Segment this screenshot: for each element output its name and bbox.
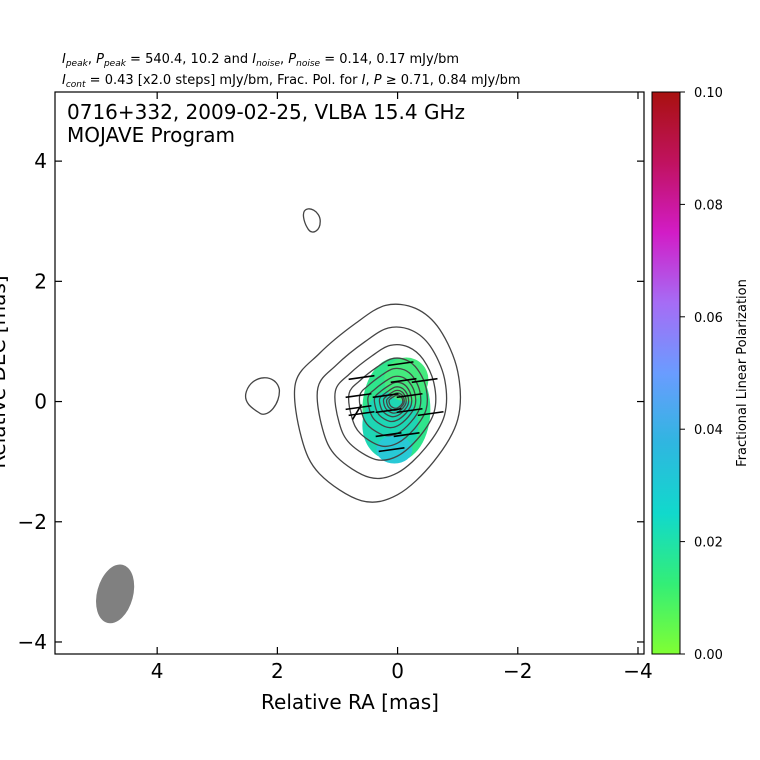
contour-level-6 [367, 375, 417, 429]
colorbar-ticks: 0.00 0.02 0.04 0.06 0.08 0.10 [680, 86, 723, 663]
evpa-vector [387, 361, 414, 367]
evpa-vector [390, 377, 417, 384]
contour-level-7 [373, 381, 413, 423]
x-tick-label: 2 [271, 659, 284, 683]
ge-text: ≥ 0.71, 0.84 mJy/bm [382, 73, 521, 88]
contour-level-8 [378, 386, 410, 418]
plot-area [96, 208, 461, 624]
evpa-vectors [345, 361, 444, 453]
colorbar-tick-label: 0.00 [694, 648, 723, 663]
contour-level-5 [358, 367, 422, 437]
source-annotation: 0716+332, 2009-02-25, VLBA 15.4 GHz [67, 100, 465, 124]
evpa-vector [396, 407, 423, 414]
i-noise-symbol: I [252, 52, 256, 67]
program-annotation: MOJAVE Program [67, 123, 235, 147]
evpa-vector [348, 374, 375, 381]
i-noise-subscript: noise [256, 59, 280, 69]
colorbar-tick-label: 0.06 [694, 311, 723, 326]
contour-level-9 [382, 389, 407, 414]
cont-text: = 0.43 [x2.0 steps] mJy/bm, Frac. Pol. f… [86, 73, 362, 88]
plot-frame [54, 91, 645, 655]
isolated-contours [244, 208, 321, 415]
colorbar-tick-label: 0.02 [694, 536, 723, 551]
i-cont-subscript: cont [66, 80, 86, 90]
evpa-vector [417, 410, 444, 417]
evpa-vector [345, 392, 372, 399]
noise-values: = 0.14, 0.17 mJy/bm [320, 52, 459, 67]
y-axis-ticks: −4 −2 0 2 4 [18, 149, 644, 654]
p-symbol: P [374, 73, 382, 88]
colorbar [651, 91, 681, 655]
evpa-vector [345, 404, 372, 411]
y-tick-label: −4 [18, 630, 47, 654]
y-tick-label: 2 [34, 269, 47, 293]
evpa-vector [411, 377, 438, 384]
colorbar-tick-label: 0.10 [694, 86, 723, 101]
x-tick-label: −2 [503, 659, 532, 683]
p-noise-symbol: P [288, 52, 296, 67]
x-axis-label: Relative RA [mas] [261, 690, 439, 714]
p-peak-subscript: peak [103, 59, 127, 69]
i-cont-symbol: I [62, 73, 66, 88]
y-tick-label: 0 [34, 390, 47, 414]
evpa-vector [348, 410, 375, 417]
i-symbol: I [362, 73, 366, 88]
peak-values: = 540.4, 10.2 and [126, 52, 252, 67]
isolated-contour-east [244, 377, 281, 415]
colorbar-tick-label: 0.04 [694, 423, 723, 438]
evpa-vector [375, 432, 402, 438]
x-tick-label: −4 [623, 659, 652, 683]
isolated-contour-north [302, 208, 321, 233]
i-peak-symbol: I [62, 52, 66, 67]
p-noise-subscript: noise [296, 59, 320, 69]
y-tick-label: −2 [18, 510, 47, 534]
evpa-vector [393, 432, 420, 438]
contour-level-2 [316, 326, 448, 480]
i-peak-subscript: peak [65, 59, 89, 69]
contour-level-3 [334, 344, 437, 461]
y-axis-label: Relative DEC [mas] [0, 275, 10, 468]
evpa-vector [396, 392, 423, 399]
header-line-2: Icont = 0.43 [x2.0 steps] mJy/bm, Frac. … [62, 73, 521, 90]
x-tick-label: 4 [151, 659, 164, 683]
x-tick-label: 0 [391, 659, 404, 683]
evpa-vector [372, 392, 399, 399]
colorbar-label: Fractional Linear Polarization [735, 279, 750, 467]
contour-level-1 [293, 303, 461, 503]
colorbar-tick-label: 0.08 [694, 198, 723, 213]
beam-ellipse [96, 564, 135, 624]
evpa-vector [375, 407, 402, 414]
evpa-vector [351, 404, 363, 420]
header-line-1: Ipeak, Ppeak = 540.4, 10.2 and Inoise, P… [62, 52, 459, 69]
y-tick-label: 4 [34, 149, 47, 173]
x-axis-ticks: 4 2 0 −2 −4 [151, 92, 653, 683]
evpa-vector [378, 447, 405, 453]
p-peak-symbol: P [96, 52, 104, 67]
contour-level-4 [348, 357, 428, 448]
